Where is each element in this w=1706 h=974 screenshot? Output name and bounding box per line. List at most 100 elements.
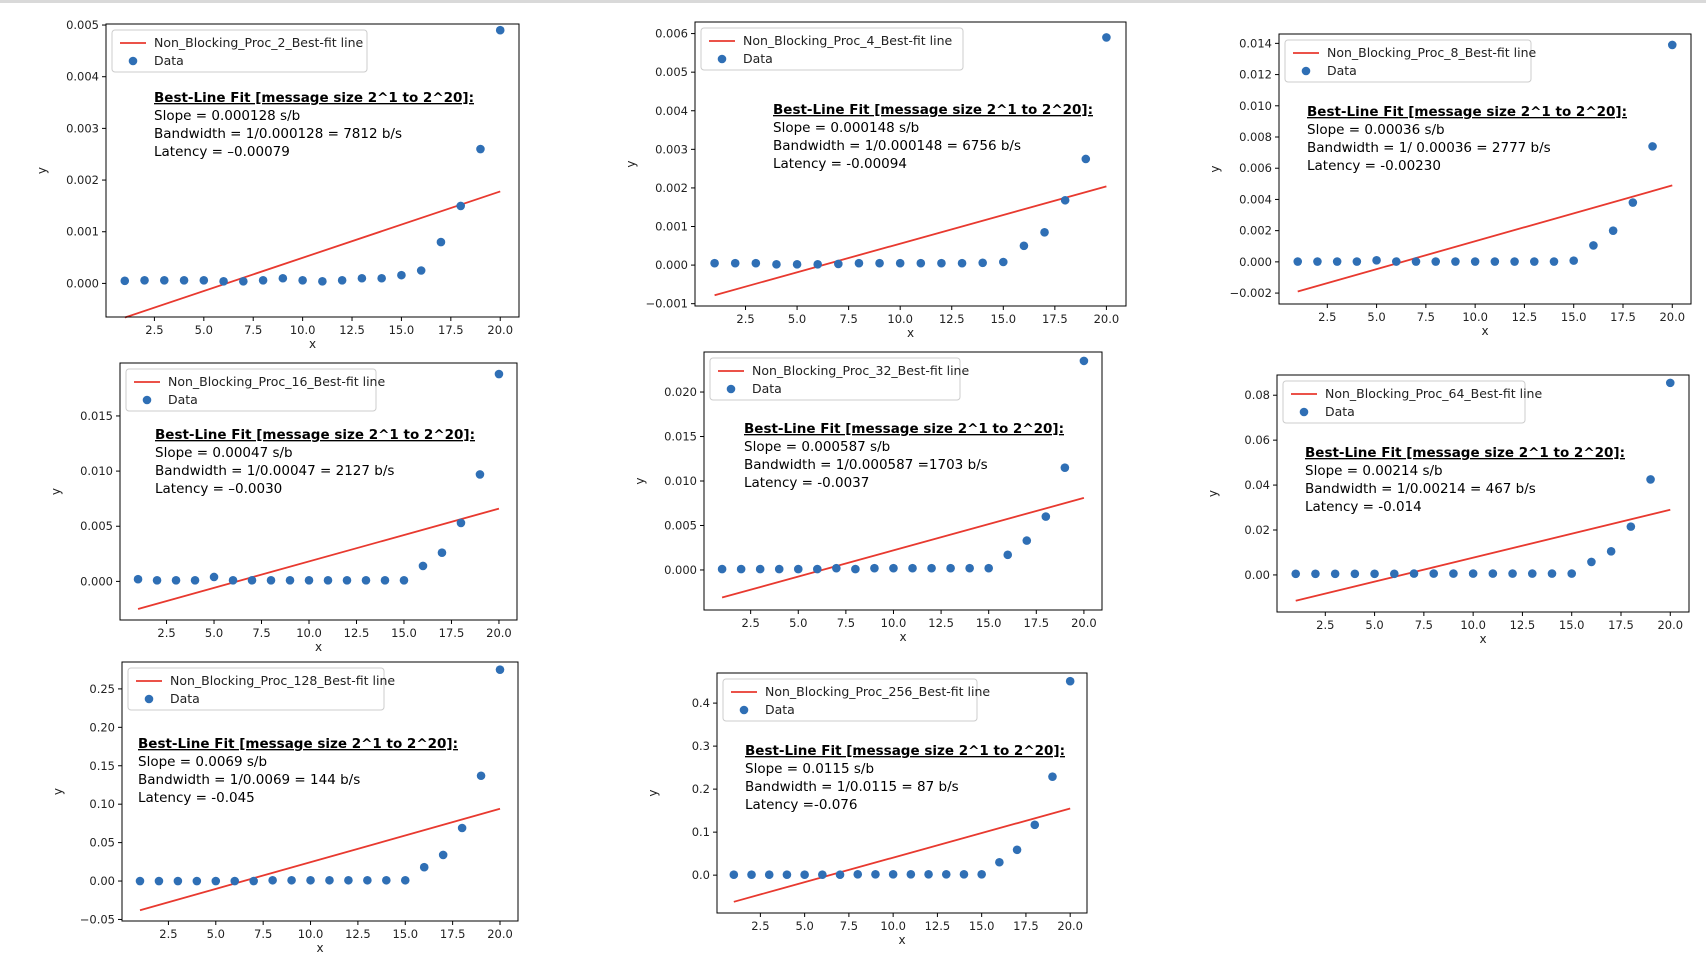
x-tick-label: 15.0 xyxy=(389,323,415,337)
y-tick-label: 0.006 xyxy=(655,27,688,41)
data-point xyxy=(399,575,409,585)
data-point xyxy=(1665,378,1675,388)
data-point xyxy=(397,270,406,280)
data-point xyxy=(1003,550,1013,560)
top-divider xyxy=(0,0,1706,3)
data-point xyxy=(337,276,347,285)
data-point xyxy=(895,258,905,268)
data-point xyxy=(998,257,1008,267)
best-fit-line xyxy=(733,807,1071,903)
data-point xyxy=(1330,569,1340,579)
x-tick-label: 10.0 xyxy=(290,323,316,337)
data-point xyxy=(1567,569,1577,578)
data-point xyxy=(239,277,248,286)
x-tick-label: 7.5 xyxy=(254,927,272,941)
x-tick-label: 20.0 xyxy=(487,323,513,337)
x-tick-label: 12.5 xyxy=(339,323,365,337)
data-point xyxy=(747,870,756,880)
legend-point-swatch xyxy=(142,395,152,405)
legend-label-fit: Non_Blocking_Proc_4_Best-fit line xyxy=(743,33,953,48)
plot-frame xyxy=(1276,374,1690,613)
annotation-line: Latency = -0.014 xyxy=(1305,499,1422,515)
legend-point-swatch xyxy=(144,694,154,704)
data-point xyxy=(1372,256,1381,265)
data-point xyxy=(1041,512,1051,521)
y-tick-label: 0.005 xyxy=(66,18,99,32)
y-tick-label: 0.015 xyxy=(80,409,113,423)
data-point xyxy=(1628,198,1638,207)
legend-label-fit: Non_Blocking_Proc_256_Best-fit line xyxy=(765,684,990,699)
y-tick-label: 0.000 xyxy=(655,258,688,272)
best-fit-line xyxy=(137,507,500,610)
data-point xyxy=(230,876,240,886)
y-tick-label: 0.15 xyxy=(89,759,115,773)
y-tick-label: 0.001 xyxy=(66,225,99,239)
legend-label-data: Data xyxy=(743,51,773,66)
data-point xyxy=(1065,676,1075,686)
best-fit-line xyxy=(139,807,501,912)
x-tick-label: 5.0 xyxy=(1367,310,1385,324)
annotation-line: Slope = 0.0069 s/b xyxy=(138,754,267,770)
legend-label-data: Data xyxy=(154,53,184,68)
plot-frame xyxy=(1278,33,1692,305)
data-point xyxy=(832,563,841,573)
y-tick-label: 0.00 xyxy=(89,874,115,888)
data-point xyxy=(1589,241,1598,250)
data-point xyxy=(1527,569,1537,578)
data-point xyxy=(133,574,143,584)
data-point xyxy=(199,276,209,285)
x-tick-label: 10.0 xyxy=(1462,310,1488,324)
data-point xyxy=(851,564,860,574)
x-tick-label: 10.0 xyxy=(1460,618,1486,632)
data-point xyxy=(1626,522,1636,531)
data-point xyxy=(870,563,879,573)
x-tick-label: 12.5 xyxy=(345,927,371,941)
legend-box xyxy=(125,368,377,412)
y-tick-label: 0.10 xyxy=(89,797,115,811)
data-point xyxy=(190,575,200,585)
data-point xyxy=(1079,356,1089,366)
data-point xyxy=(924,869,933,879)
annotation-line: Latency =-0.076 xyxy=(745,797,857,813)
data-point xyxy=(278,273,288,283)
x-axis-label: x xyxy=(898,933,905,947)
legend-label-fit: Non_Blocking_Proc_16_Best-fit line xyxy=(168,374,385,389)
annotation-line: Bandwidth = 1/0.00047 = 2127 b/s xyxy=(155,463,394,479)
data-point xyxy=(1646,475,1655,484)
data-point xyxy=(977,869,986,879)
y-tick-label: 0.2 xyxy=(692,782,710,796)
chart-panel: 2.5 5.0 7.5 10.0 12.5 15.0 17.5 20.0 0.000 0.005 0… xyxy=(49,362,518,654)
x-tick-label: 12.5 xyxy=(1512,310,1538,324)
x-tick-label: 2.5 xyxy=(751,919,769,933)
x-tick-label: 7.5 xyxy=(1415,618,1433,632)
data-point xyxy=(361,575,371,585)
x-tick-label: 2.5 xyxy=(1318,310,1336,324)
annotation-heading: Best-Line Fit [message size 2^1 to 2^20]… xyxy=(155,427,475,443)
annotation-line: Bandwidth = 1/0.000587 =1703 b/s xyxy=(744,457,988,473)
data-point xyxy=(965,563,974,573)
y-tick-label: 0.020 xyxy=(664,385,697,399)
x-tick-label: 17.5 xyxy=(438,323,464,337)
x-tick-label: 7.5 xyxy=(252,626,270,640)
data-point xyxy=(792,260,802,269)
y-tick-label: 0.000 xyxy=(80,574,113,588)
x-tick-label: 20.0 xyxy=(1057,919,1083,933)
x-axis-label: x xyxy=(907,326,914,340)
annotation-line: Latency = -0.045 xyxy=(138,790,255,806)
data-point xyxy=(1311,569,1320,579)
y-tick-label: 0.001 xyxy=(655,220,688,234)
y-tick-label: 0.000 xyxy=(1239,255,1272,269)
annotation-line: Bandwidth = 1/0.0115 = 87 b/s xyxy=(745,779,959,795)
x-tick-label: 20.0 xyxy=(487,927,513,941)
annotation-heading: Best-Line Fit [message size 2^1 to 2^20]… xyxy=(1307,104,1627,120)
data-point xyxy=(782,870,792,880)
x-tick-label: 2.5 xyxy=(736,312,754,326)
data-point xyxy=(419,862,429,872)
data-point xyxy=(1012,845,1022,855)
data-point xyxy=(1569,256,1579,265)
data-point xyxy=(1389,569,1399,579)
best-fit-line xyxy=(714,185,1107,297)
x-tick-label: 15.0 xyxy=(990,312,1016,326)
x-tick-label: 17.5 xyxy=(1608,618,1634,632)
data-point xyxy=(152,575,162,585)
